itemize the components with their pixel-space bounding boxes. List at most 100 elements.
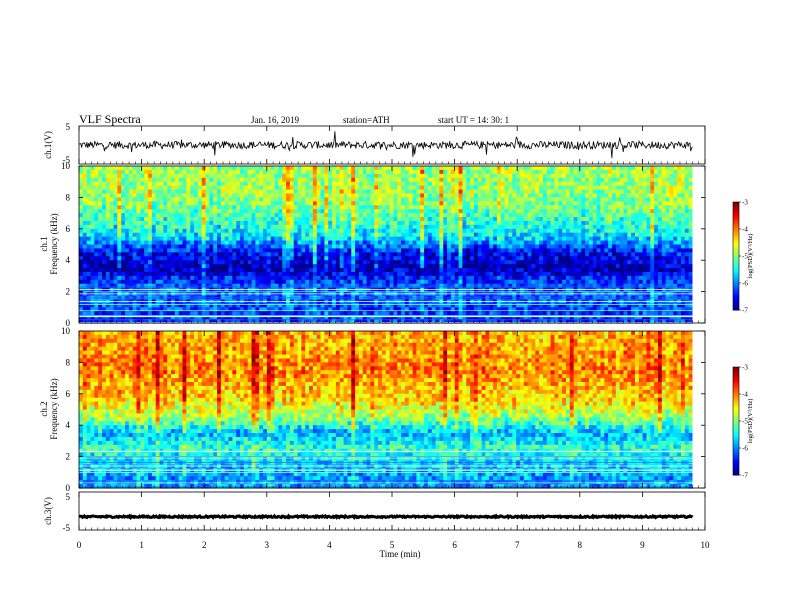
spectrogram-cell-ch1 <box>631 189 636 195</box>
spectrogram-cell-ch1 <box>148 228 153 234</box>
spectrogram-cell-ch1 <box>431 268 437 273</box>
spectrogram-cell-ch1 <box>516 217 521 222</box>
spectrogram-cell-ch1 <box>650 236 655 242</box>
spectrogram-cell-ch1 <box>155 209 161 214</box>
spectrogram-cell-ch1 <box>477 205 483 210</box>
spectrogram-cell-ch1 <box>454 197 460 202</box>
spectrogram-cell-ch1 <box>220 201 226 206</box>
spectrogram-cell-ch1 <box>458 232 464 238</box>
spectrogram-cell-ch1 <box>293 193 299 198</box>
spectrogram-cell-ch1 <box>255 228 260 234</box>
spectrogram-cell-ch1 <box>439 244 444 250</box>
spectrogram-cell-ch1 <box>339 197 345 202</box>
spectrogram-cell-ch1 <box>677 264 682 269</box>
spectrogram-cell-ch1 <box>592 240 598 246</box>
spectrogram-cell-ch1 <box>523 252 529 257</box>
spectrogram-cell-ch1 <box>217 224 222 230</box>
spectrogram-cell-ch1 <box>581 248 586 253</box>
spectrogram-cell-ch1 <box>178 189 184 195</box>
spectrogram-cell-ch1 <box>619 271 625 277</box>
spectrogram-cell-ch1 <box>343 283 348 289</box>
spectrogram-cell-ch1 <box>677 232 682 238</box>
spectrogram-cell-ch1 <box>263 232 268 238</box>
spectrogram-cell-ch1 <box>535 185 540 191</box>
spectrogram-cell-ch1 <box>205 166 210 171</box>
spectrogram-cell-ch1 <box>569 283 575 289</box>
spectrogram-cell-ch1 <box>427 181 433 187</box>
spectrogram-cell-ch1 <box>370 252 375 257</box>
spectrogram-cell-ch1 <box>328 240 333 246</box>
spectrogram-cell-ch1 <box>677 193 682 198</box>
spectrogram-cell-ch1 <box>627 217 632 222</box>
spectrogram-cell-ch1 <box>389 275 394 281</box>
spectrogram-cell-ch1 <box>470 236 475 242</box>
spectrogram-cell-ch1 <box>688 236 694 242</box>
spectrogram-cell-ch1 <box>493 197 498 202</box>
spectrogram-cell-ch1 <box>493 248 498 253</box>
spectrogram-cell-ch1 <box>339 283 345 289</box>
spectrogram-cell-ch1 <box>638 283 644 289</box>
spectrogram-cell-ch1 <box>585 217 590 222</box>
spectrogram-cell-ch1 <box>174 205 180 210</box>
spectrogram-cell-ch1 <box>289 264 295 269</box>
spectrogram-cell-ch1 <box>424 173 429 179</box>
spectrogram-cell-ch1 <box>604 224 609 230</box>
spectrogram-cell-ch1 <box>684 228 690 234</box>
spectrogram-cell-ch1 <box>228 169 233 175</box>
spectrogram-cell-ch1 <box>339 271 345 277</box>
spectrogram-cell-ch1 <box>646 268 651 273</box>
spectrogram-cell-ch1 <box>531 228 536 234</box>
spectrogram-cell-ch1 <box>565 173 571 179</box>
spectrogram-cell-ch1 <box>343 213 348 218</box>
spectrogram-cell-ch1 <box>220 181 226 187</box>
spectrogram-cell-ch1 <box>243 213 249 218</box>
spectrogram-cell-ch1 <box>86 268 92 273</box>
spectrogram-cell-ch1 <box>190 201 195 206</box>
spectrogram-cell-ch1 <box>527 201 533 206</box>
spectrogram-cell-ch1 <box>228 197 233 202</box>
spectrogram-cell-ch1 <box>535 173 540 179</box>
spectrogram-cell-ch1 <box>592 236 598 242</box>
spectrogram-cell-ch1 <box>155 244 161 250</box>
spectrogram-cell-ch1 <box>389 169 394 175</box>
spectrogram-cell-ch1 <box>117 205 122 210</box>
spectrogram-cell-ch1 <box>608 232 613 238</box>
spectrogram-cell-ch1 <box>167 169 172 175</box>
spectrogram-cell-ch1 <box>435 224 441 230</box>
spectrogram-cell-ch1 <box>182 275 187 281</box>
spectrogram-cell-ch1 <box>401 185 406 191</box>
spectrogram-cell-ch1 <box>619 220 625 226</box>
spectrogram-cell-ch1 <box>447 228 452 234</box>
spectrogram-cell-ch1 <box>305 256 310 261</box>
spectrogram-cell-ch1 <box>466 268 471 273</box>
spectrogram-cell-ch1 <box>113 173 118 179</box>
spectrogram-cell-ch1 <box>650 232 655 238</box>
spectrogram-cell-ch1 <box>638 256 644 261</box>
spectrogram-cell-ch1 <box>604 173 609 179</box>
spectrogram-cell-ch1 <box>151 169 157 175</box>
spectrogram-cell-ch1 <box>167 232 172 238</box>
spectrogram-cell-ch1 <box>381 173 387 179</box>
spectrogram-cell-ch1 <box>435 209 441 214</box>
spectrogram-cell-ch1 <box>102 220 107 226</box>
spectrogram-cell-ch1 <box>661 169 667 175</box>
spectrogram-cell-ch1 <box>481 189 487 195</box>
spectrogram-cell-ch1 <box>182 244 187 250</box>
spectrogram-cell-ch1 <box>416 268 421 273</box>
spectrogram-cell-ch1 <box>274 236 279 242</box>
spectrogram-cell-ch1 <box>102 271 107 277</box>
spectrogram-cell-ch1 <box>163 252 168 257</box>
spectrogram-cell-ch1 <box>90 271 95 277</box>
spectrogram-cell-ch1 <box>516 264 521 269</box>
spectrogram-cell-ch1 <box>117 244 122 250</box>
spectrogram-cell-ch1 <box>171 169 176 175</box>
spectrogram-cell-ch1 <box>611 217 617 222</box>
spectrogram-cell-ch1 <box>255 185 260 191</box>
spectrogram-cell-ch1 <box>634 279 640 285</box>
spectrogram-cell-ch1 <box>477 271 483 277</box>
spectrogram-cell-ch1 <box>588 256 594 261</box>
spectrogram-cell-ch1 <box>79 256 84 261</box>
spectrogram-cell-ch1 <box>98 236 103 242</box>
spectrogram-cell-ch1 <box>600 244 605 250</box>
spectrogram-cell-ch1 <box>378 252 383 257</box>
